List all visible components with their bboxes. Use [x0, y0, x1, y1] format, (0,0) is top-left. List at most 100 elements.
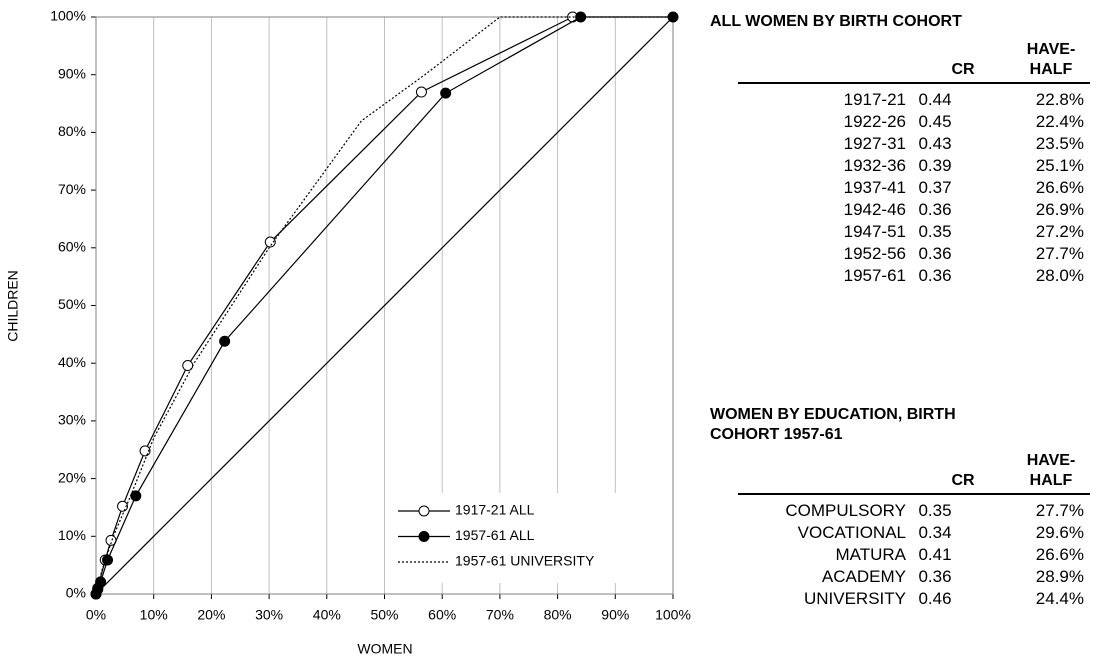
row-label: 1917-21 — [843, 90, 906, 109]
row-label: 1957-61 — [843, 266, 906, 285]
marker — [415, 86, 427, 98]
legend-label: 1917-21 ALL — [455, 502, 535, 518]
cell: 25.1% — [1035, 156, 1084, 175]
cell: 22.8% — [1035, 90, 1084, 109]
cell: 0.37 — [918, 178, 952, 197]
marker — [117, 500, 129, 512]
x-axis-label: WOMEN — [357, 641, 412, 657]
x-tick-label: 100% — [655, 607, 691, 623]
cell: 22.4% — [1035, 112, 1084, 131]
table-row: COMPULSORY 0.35 27.7% — [710, 500, 1090, 522]
cell: 0.34 — [918, 523, 952, 542]
y-tick-label: 90% — [58, 65, 86, 81]
table-row: MATURA 0.41 26.6% — [710, 544, 1090, 566]
table: ALL WOMEN BY BIRTH COHORT CR HAVE-HALF 1917… — [710, 12, 1090, 287]
table-row: 1952-56 0.36 27.7% — [710, 243, 1090, 265]
cell: 0.35 — [918, 501, 952, 520]
row-label: MATURA — [835, 545, 906, 564]
table-row: 1942-46 0.36 26.9% — [710, 199, 1090, 221]
marker — [219, 335, 231, 347]
cell: 0.36 — [918, 244, 952, 263]
table: WOMEN BY EDUCATION, BIRTH COHORT 1957-61… — [710, 405, 1090, 610]
column-header: HAVE-HALF — [1026, 452, 1076, 489]
x-tick-label: 50% — [370, 607, 398, 623]
x-tick-label: 90% — [601, 607, 629, 623]
legend-marker — [418, 505, 430, 517]
row-label: 1922-26 — [843, 112, 906, 131]
cell: 27.2% — [1035, 222, 1084, 241]
column-header: CR — [951, 472, 975, 489]
row-label: 1947-51 — [843, 222, 906, 241]
row-label: 1942-46 — [843, 200, 906, 219]
table-row: 1937-41 0.37 26.6% — [710, 177, 1090, 199]
x-tick-label: 60% — [428, 607, 456, 623]
legend-box — [393, 493, 641, 583]
row-label: UNIVERSITY — [803, 589, 906, 608]
table-row: 1957-61 0.36 28.0% — [710, 265, 1090, 287]
row-label: 1932-36 — [843, 156, 906, 175]
x-tick-label: 20% — [197, 607, 225, 623]
cell: 0.36 — [918, 266, 952, 285]
legend-marker — [418, 531, 430, 542]
x-tick-label: 30% — [255, 607, 283, 623]
cell: 0.39 — [918, 156, 952, 175]
marker — [102, 554, 114, 566]
x-tick-label: 10% — [140, 607, 168, 623]
cell: 0.44 — [918, 90, 952, 109]
cell: 0.43 — [918, 134, 952, 153]
series-line — [95, 16, 673, 595]
table-title: ALL WOMEN BY BIRTH COHORT — [710, 13, 962, 30]
cell: 24.4% — [1035, 589, 1084, 608]
marker — [440, 87, 452, 99]
table-row: 1947-51 0.35 27.2% — [710, 221, 1090, 243]
table-title: WOMEN BY EDUCATION, BIRTH COHORT 1957-61 — [710, 406, 956, 443]
column-header: HAVE-HALF — [1026, 41, 1076, 78]
row-label: 1937-41 — [843, 178, 906, 197]
row-label: 1952-56 — [843, 244, 906, 263]
row-label: COMPULSORY — [785, 501, 906, 520]
table-header: CR HAVE-HALF — [738, 449, 1090, 495]
marker — [264, 236, 276, 248]
cell: 28.9% — [1035, 567, 1084, 586]
cell: 28.0% — [1035, 266, 1084, 285]
row-label: VOCATIONAL — [797, 523, 906, 542]
table-row: 1922-26 0.45 22.4% — [710, 111, 1090, 133]
x-tick-label: 70% — [486, 607, 514, 623]
y-tick-label: 0% — [66, 585, 86, 601]
cell: 23.5% — [1035, 134, 1084, 153]
table-row: 1917-21 0.44 22.8% — [710, 89, 1090, 111]
y-tick-label: 60% — [58, 239, 86, 255]
table-header: CR HAVE-HALF — [738, 38, 1090, 84]
legend-label: 1957-61 UNIVERSITY — [455, 553, 595, 569]
y-tick-label: 20% — [58, 469, 86, 485]
cell: 26.6% — [1035, 545, 1084, 564]
y-tick-label: 80% — [58, 123, 86, 139]
cell: 27.7% — [1035, 244, 1084, 263]
y-tick-label: 10% — [58, 527, 86, 543]
x-tick-label: 0% — [86, 607, 106, 623]
cell: 0.36 — [918, 567, 952, 586]
y-tick-label: 50% — [58, 296, 86, 312]
y-tick-label: 70% — [58, 181, 86, 197]
x-tick-label: 80% — [544, 607, 572, 623]
plot-frame — [95, 16, 674, 595]
x-tick-label: 40% — [313, 607, 341, 623]
legend: 1917-21 ALL 1957-61 ALL 1957-61 UNIVERSITY — [393, 493, 641, 583]
cell: 0.46 — [918, 589, 952, 608]
y-axis-label: CHILDREN — [5, 270, 21, 342]
table-row: VOCATIONAL 0.34 29.6% — [710, 522, 1090, 544]
legend-label: 1957-61 ALL — [455, 527, 535, 543]
cell: 26.9% — [1035, 200, 1084, 219]
cell: 0.45 — [918, 112, 952, 131]
cell: 0.41 — [918, 545, 952, 564]
table-body: COMPULSORY 0.35 27.7% VOCATIONAL 0.34 29.6% MA… — [710, 500, 1090, 610]
cell: 27.7% — [1035, 501, 1084, 520]
table-body: 1917-21 0.44 22.8% 1922-26 0.45 22.4% 1927-31 0… — [710, 89, 1090, 287]
y-tick-label: 40% — [58, 354, 86, 370]
y-tick-label: 30% — [58, 412, 86, 428]
column-header: CR — [951, 61, 975, 78]
row-label: ACADEMY — [821, 567, 906, 586]
table-row: UNIVERSITY 0.46 24.4% — [710, 588, 1090, 610]
table-row: ACADEMY 0.36 28.9% — [710, 566, 1090, 588]
